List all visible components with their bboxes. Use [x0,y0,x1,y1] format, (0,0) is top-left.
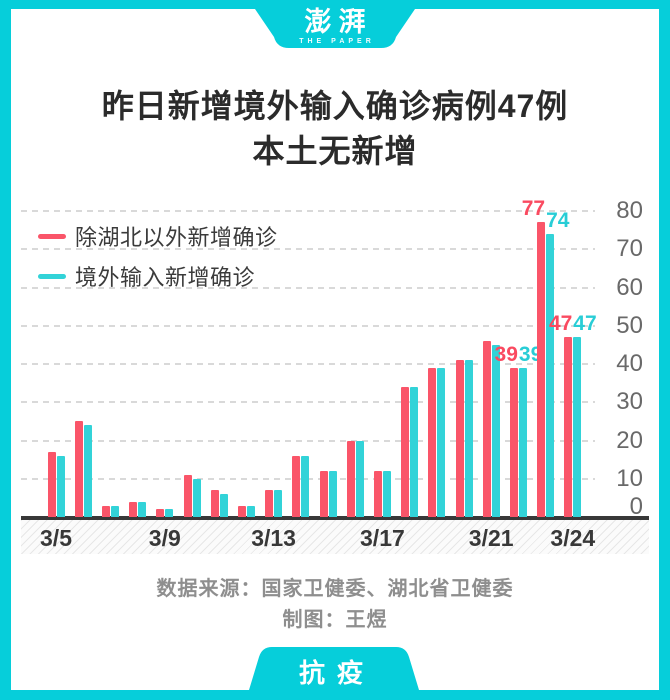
gridline-20 [21,439,595,442]
bar-outside-hubei-3/12 [237,505,246,517]
bar-imported-3/5 [56,455,65,517]
plot-area: 39 39 77 74 47 47 [21,197,597,517]
bar-outside-hubei-3/18 [401,386,410,517]
logo-tab-shape [255,9,415,48]
bar-outside-hubei-3/21 [482,341,491,517]
bar-outside-hubei-3/22 [509,367,518,517]
bar-outside-hubei-3/15 [319,471,328,517]
bar-value-imported-3/23: 74 [546,208,570,232]
bar-imported-3/15 [328,471,337,517]
y-tick-label-30: 30 [616,388,643,416]
brand-logo-subtext: THE PAPER [299,38,375,45]
bar-imported-3/11 [219,494,228,517]
x-tick-label-3/17: 3/17 [360,525,405,551]
bar-imported-3/20 [464,360,473,517]
bar-outside-hubei-3/9 [156,509,165,517]
brand-logo: 澎湃 THE PAPER [255,8,415,46]
bar-imported-3/10 [192,478,201,517]
x-tick-label-3/9: 3/9 [148,525,181,551]
gridline-80 [21,210,595,212]
bar-outside-hubei-3/11 [210,490,219,517]
frame-border-top [0,0,670,9]
bar-imported-3/24 [573,337,582,517]
y-tick-label-60: 60 [616,273,643,301]
legend-swatch-teal [38,273,66,279]
bar-imported-3/21 [491,344,500,517]
x-axis-band: 3/5 3/9 3/13 3/17 3/21 3/24 [21,520,649,554]
bar-outside-hubei-3/17 [373,471,382,517]
y-tick-label-80: 80 [616,197,643,224]
legend-item-outside-hubei: 除湖北以外新增确诊 [38,216,278,256]
frame-border-left [0,0,11,700]
bar-imported-3/12 [246,505,255,517]
data-source-note: 数据来源：国家卫健委、湖北省卫健委 [156,578,514,600]
badge-tab-shape [249,647,419,690]
chart-legend: 除湖北以外新增确诊 境外输入新增确诊 [38,216,278,296]
frame-border-right [659,0,670,700]
credit-note: 制图：王煜 [282,609,388,631]
bar-value-outside-hubei-3/24: 47 [548,312,573,336]
brand-logo-text: 澎湃 [304,7,373,38]
y-tick-label-50: 50 [616,311,643,339]
bar-outside-hubei-3/13 [265,490,274,517]
badge-label: 抗疫 [298,658,375,688]
gridline-30 [21,401,595,404]
x-tick-label-3/5: 3/5 [40,525,72,551]
gridline-50 [21,324,595,327]
frame-border-bottom [0,690,670,700]
bar-imported-3/18 [410,386,419,517]
bar-outside-hubei-3/5 [47,451,56,517]
bar-imported-3/17 [382,471,391,517]
x-axis-line [21,516,649,520]
bar-imported-3/13 [274,490,283,517]
bar-imported-3/8 [138,501,147,517]
bar-outside-hubei-3/19 [428,367,437,517]
bar-value-outside-hubei-3/23: 77 [521,197,546,221]
legend-label-imported: 境外输入新增确诊 [75,265,256,290]
y-tick-label-0: 0 [629,493,643,520]
y-tick-label-40: 40 [616,350,643,377]
legend-swatch-pink [38,233,66,239]
y-tick-label-10: 10 [616,464,643,492]
bar-imported-3/19 [437,367,446,517]
legend-item-imported: 境外输入新增确诊 [38,256,278,296]
bar-outside-hubei-3/16 [346,440,355,517]
x-tick-label-3/24: 3/24 [550,525,596,551]
gridline-70 [21,248,595,251]
bar-value-outside-hubei-3/22: 39 [494,342,518,366]
legend-label-outside-hubei: 除湖北以外新增确诊 [75,225,278,250]
y-axis-labels: 0 10 20 30 40 50 60 70 80 [598,197,645,520]
bar-imported-3/22 [518,367,527,517]
bar-outside-hubei-3/6 [74,421,83,517]
bar-value-imported-3/24: 47 [573,312,597,336]
x-tick-label-3/21: 3/21 [468,525,514,551]
bar-imported-3/14 [301,455,310,517]
page-title-line1: 昨日新增境外输入确诊病例47例 [101,88,569,124]
bar-outside-hubei-3/20 [455,360,464,517]
gridline-60 [21,286,595,289]
bar-outside-hubei-3/14 [292,455,301,517]
badge-tab-path [249,647,419,690]
x-tick-label-3/13: 3/13 [251,525,296,551]
logo-tab-path [255,9,415,48]
bar-imported-3/7 [110,505,119,517]
bar-outside-hubei-3/23 [537,222,546,517]
bar-outside-hubei-3/10 [183,474,192,517]
bar-imported-3/6 [83,425,92,517]
gridline-40 [21,363,595,365]
bar-imported-3/23 [546,233,555,517]
bar-imported-3/16 [355,440,364,517]
bar-outside-hubei-3/24 [564,337,573,517]
bar-outside-hubei-3/8 [129,501,138,517]
bar-imported-3/9 [165,509,174,517]
page-title-line2: 本土无新增 [252,133,418,169]
y-tick-label-70: 70 [616,235,643,263]
bar-outside-hubei-3/7 [101,505,110,517]
bar-value-imported-3/22: 39 [518,342,543,366]
page-title: 昨日新增境外输入确诊病例47例 本土无新增 [0,84,670,174]
y-tick-label-20: 20 [616,426,643,454]
